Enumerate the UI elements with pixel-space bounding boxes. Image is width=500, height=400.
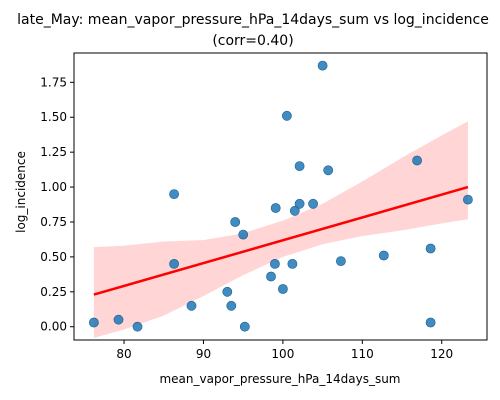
x-tick-label: 90 [196,347,211,361]
data-point [270,203,281,213]
data-point [186,300,197,311]
chart-subtitle: (corr=0.40) [212,33,293,49]
data-point [462,194,473,205]
data-point [169,189,179,199]
data-point [425,317,436,328]
data-point [335,256,346,266]
data-point [412,155,422,166]
data-point [294,161,305,171]
data-point [239,321,250,332]
regression-line [93,185,469,296]
data-point [289,205,300,216]
y-tick-label: 0.75 [40,215,67,229]
data-point [169,258,179,269]
data-point [269,258,280,269]
chart-title: late_May: mean_vapor_pressure_hPa_14days… [17,12,489,28]
data-point [238,229,249,240]
y-tick-label: 1.75 [40,75,67,89]
y-tick-label: 1.25 [40,145,67,159]
data-point [226,300,237,311]
x-tick-label: 80 [116,347,131,361]
data-point [266,271,276,282]
y-tick-label: 0.00 [40,320,67,334]
data-point [294,198,305,209]
data-point [281,110,292,121]
y-axis-label: log_incidence [14,151,28,233]
data-point [132,321,143,332]
y-tick-label: 1.00 [40,180,67,194]
data-point [323,165,334,176]
x-tick-label: 110 [351,347,374,361]
data-point [222,286,233,297]
y-tick-label: 1.50 [40,110,67,124]
data-point [287,258,298,269]
x-tick-label: 100 [271,347,294,361]
data-point [317,60,328,71]
data-point [308,198,318,209]
data-point [113,314,124,325]
plot-area [89,60,473,338]
data-point [425,243,436,254]
confidence-band [93,121,468,338]
plot-frame [73,52,488,341]
data-point [230,217,241,227]
data-point [277,284,288,294]
data-point [378,250,389,261]
y-tick-label: 0.50 [40,250,67,264]
data-point [89,317,99,328]
x-tick-label: 120 [430,347,453,361]
y-tick-label: 0.25 [40,285,67,299]
x-axis-label: mean_vapor_pressure_hPa_14days_sum [159,372,400,386]
axes: 80 90 100 110 120 0.00 0.25 0.50 0.75 1.00 1.25 1.5… [40,52,488,361]
